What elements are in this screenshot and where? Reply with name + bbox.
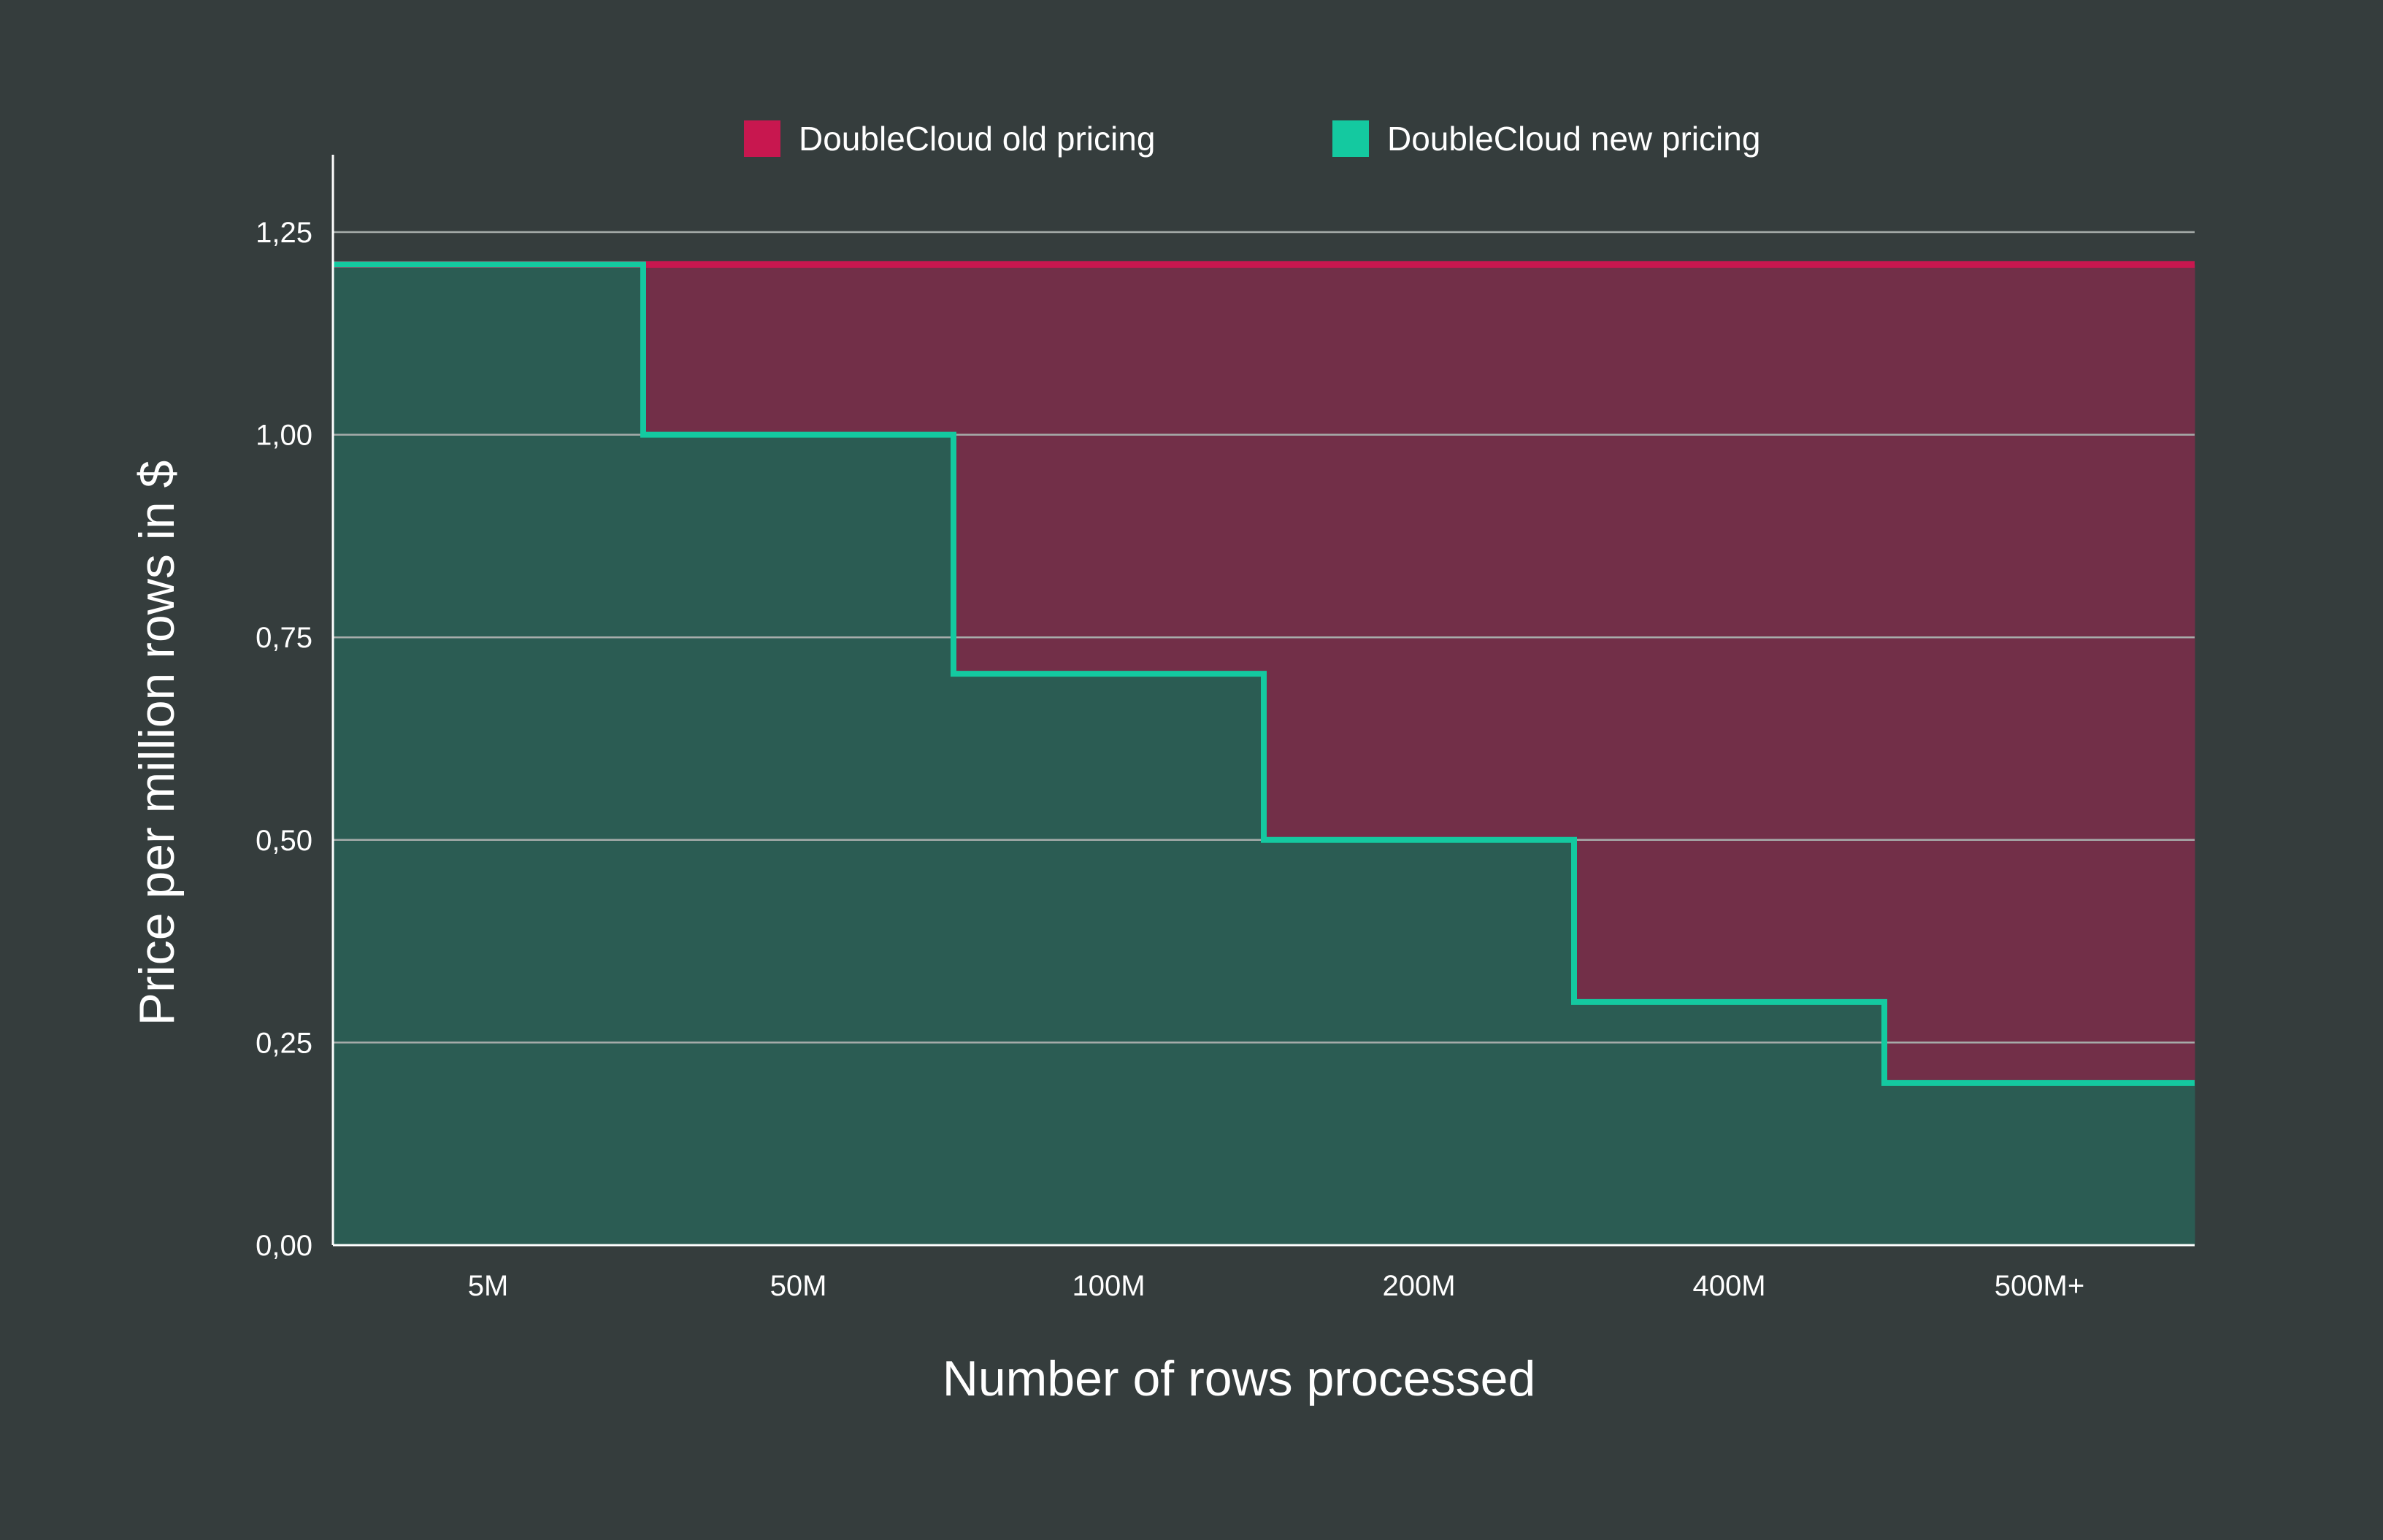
y-tick-label: 0,25 <box>256 1027 312 1059</box>
y-tick-label: 0,50 <box>256 825 312 857</box>
x-tick-label: 200M <box>1382 1270 1455 1302</box>
legend-swatch-new-pricing <box>1332 120 1369 157</box>
x-tick-label: 5M <box>468 1270 509 1302</box>
y-tick-label: 1,00 <box>256 420 312 452</box>
series-lines <box>333 261 2195 1086</box>
y-tick-label: 0,75 <box>256 622 312 654</box>
x-tick-label: 400M <box>1692 1270 1765 1302</box>
area-segment-doublecloud-new-pricing-500mplus <box>1884 1082 2195 1245</box>
area-segment-doublecloud-new-pricing-5m <box>333 264 644 1245</box>
area-segment-doublecloud-new-pricing-400m <box>1574 1001 1885 1245</box>
axes <box>331 155 2195 1247</box>
series-line-doublecloud-new-pricing <box>333 261 2195 1086</box>
legend: DoubleCloud old pricing DoubleCloud new … <box>744 120 1760 158</box>
x-tick-label: 100M <box>1072 1270 1145 1302</box>
x-tick-label: 500M+ <box>1995 1270 2084 1302</box>
legend-label-new-pricing: DoubleCloud new pricing <box>1387 120 1760 158</box>
y-axis-title: Price per million rows in $ <box>129 461 185 1026</box>
y-tick-label: 0,00 <box>256 1230 312 1262</box>
y-tick-labels: 0,00 0,25 0,50 0,75 1,00 1,25 <box>256 217 312 1262</box>
x-tick-label: 50M <box>770 1270 827 1302</box>
area-segment-doublecloud-new-pricing-100m <box>953 674 1265 1245</box>
legend-label-old-pricing: DoubleCloud old pricing <box>799 120 1155 158</box>
x-axis-title: Number of rows processed <box>943 1351 1536 1406</box>
y-tick-label: 1,25 <box>256 217 312 249</box>
x-tick-labels: 5M 50M 100M 200M 400M 500M+ <box>468 1270 2085 1302</box>
legend-swatch-old-pricing <box>744 120 780 157</box>
